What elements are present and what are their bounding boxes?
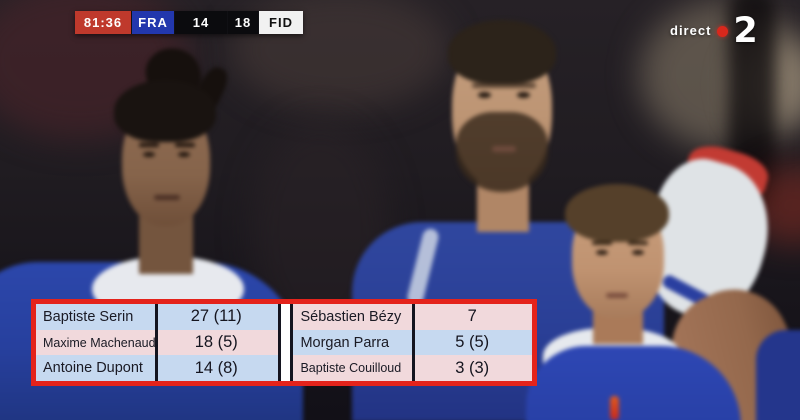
center-player-mouth [492, 146, 516, 152]
channel-logo: direct 2 [670, 12, 758, 49]
right-player-jersey-detail [610, 396, 619, 420]
player-value-cell: 3 (3) [455, 358, 490, 377]
right-player-hair [565, 184, 669, 242]
stats-table-right: Sébastien Bézy 7 Morgan Parra 5 (5) Baptiste… [290, 304, 532, 382]
player-value-cell: 18 (5) [194, 333, 238, 351]
player-name-cell: Maxime Machenaud [43, 335, 155, 350]
left-player-eye [178, 152, 190, 157]
left-player-eye [143, 152, 155, 157]
right-player-eye [596, 250, 608, 255]
left-player-brow [139, 143, 159, 147]
center-player-eye [478, 92, 491, 98]
player-name-cell: Baptiste Serin [43, 308, 134, 325]
player-name-cell: Baptiste Couilloud [300, 361, 402, 376]
right-player-mouth [606, 293, 628, 298]
player-value-cell: 27 (11) [190, 307, 242, 326]
away-score: 18 [228, 11, 258, 34]
right-player-brow [628, 241, 648, 245]
red-dot-icon [717, 26, 729, 37]
player-name-cell: Antoine Dupont [43, 360, 143, 377]
column-divider [155, 304, 158, 381]
column-divider [412, 304, 416, 381]
tables-gap [280, 304, 291, 381]
home-score: 14 [175, 11, 227, 34]
player-name-cell: Morgan Parra [300, 334, 390, 351]
scoreboard: 81:36 FRA 14 18 FID [75, 11, 303, 34]
home-team-code: FRA [132, 11, 174, 34]
center-player-hair [448, 20, 556, 84]
match-clock: 81:36 [75, 11, 131, 34]
player-value-cell: 5 (5) [455, 333, 490, 351]
left-player-mouth [154, 195, 180, 200]
left-player-brow [175, 143, 195, 147]
stats-overlay: Baptiste Serin 27 (11) Maxime Machenaud 18 … [31, 299, 537, 386]
player-value-cell: 7 [467, 307, 477, 326]
center-player-eye [517, 92, 530, 98]
bottom-right-jersey [756, 330, 800, 420]
center-player-brow [472, 83, 536, 88]
player-value-cell: 14 (8) [194, 358, 238, 377]
player-name-cell: Sébastien Bézy [300, 308, 402, 325]
right-player-eye [632, 250, 644, 255]
away-team-code: FID [259, 11, 303, 34]
channel-number: 2 [733, 11, 758, 51]
center-player-beard [456, 112, 548, 192]
live-label: direct [670, 23, 712, 38]
right-player-jersey [526, 346, 741, 420]
left-player-hair [114, 80, 216, 142]
stats-table-left: Baptiste Serin 27 (11) Maxime Machenaud 18 … [36, 304, 281, 382]
right-player-brow [592, 241, 612, 245]
